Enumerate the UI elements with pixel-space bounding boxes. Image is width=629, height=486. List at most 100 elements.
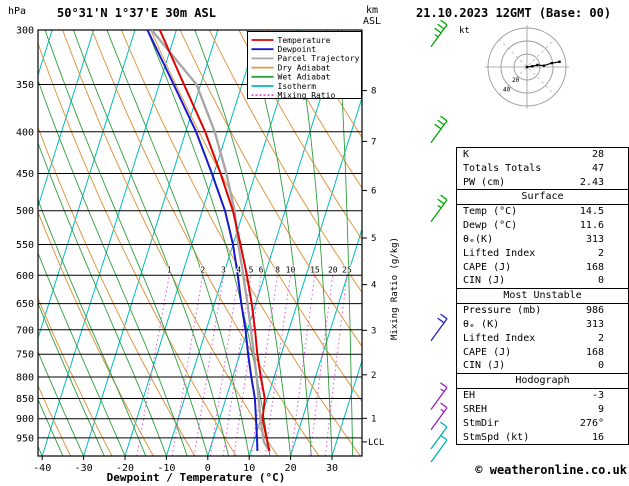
mixing-ratio-line [324, 275, 348, 456]
stat-label: StmSpd (kt) [463, 431, 530, 443]
pressure-tick-label: 900 [16, 414, 34, 425]
stat-row: Dewp (°C) 11.6 [457, 219, 628, 233]
stat-label: StmDir [463, 417, 500, 429]
stat-row: StmDir 276° [457, 417, 628, 431]
stat-row: Temp (°C) 14.5 [457, 205, 628, 219]
hodograph-trace-point [525, 65, 529, 69]
wind-barb-column [430, 19, 448, 463]
stat-value: 313 [585, 318, 604, 330]
stat-value: 986 [585, 305, 604, 317]
hodograph-trace-point [531, 65, 534, 68]
stat-label: SREH [463, 403, 488, 415]
indices-panel: K 28 Totals Totals 47 PW (cm) 2.43 Surface Temp… [456, 147, 629, 446]
stat-label: Temp (°C) [463, 206, 518, 218]
stat-label: CAPE (J) [463, 261, 512, 273]
stat-row: K 28 [457, 148, 628, 162]
mixing-ratio-line [309, 275, 334, 456]
stat-label: CIN (J) [463, 275, 506, 287]
km-tick-label: 5 [371, 234, 376, 244]
stat-label: Totals Totals [463, 162, 542, 174]
isotherm-line [331, 359, 362, 456]
mixing-ratio-value-label: 1 [167, 265, 172, 274]
legend-label: Mixing Ratio [278, 91, 336, 100]
km-tick-label: 8 [371, 87, 376, 97]
legend-box [247, 31, 362, 99]
mixing-ratio-value-label: 2 [200, 265, 205, 274]
stat-value: 16 [591, 431, 604, 443]
station-title: 50°31'N 1°37'E 30m ASL [57, 6, 216, 20]
stat-value: 276° [579, 417, 604, 429]
stat-value: 28 [591, 149, 604, 160]
stat-row: CAPE (J) 168 [457, 261, 628, 275]
wind-barb [430, 382, 448, 410]
lcl-label: LCL [368, 438, 384, 448]
hodograph-trace-point [536, 63, 539, 67]
stat-label: Lifted Index [463, 332, 536, 344]
mixing-ratio-value-label: 10 [286, 265, 296, 274]
profile-curves [146, 30, 271, 452]
hodograph-trace-point [550, 61, 553, 65]
stat-label: EH [463, 390, 476, 402]
stat-value: 0 [597, 360, 604, 372]
pressure-tick-label: 650 [16, 299, 34, 310]
isotherm-line [0, 30, 11, 456]
mixing-ratio-line [250, 275, 278, 456]
temp-tick-label: 30 [326, 463, 338, 474]
parcel-trajectory-curve [150, 30, 271, 452]
pressure-tick-label: 450 [16, 169, 34, 180]
stat-label: Pressure (mb) [463, 305, 542, 317]
stat-label: K [463, 149, 470, 160]
stat-value: 168 [585, 261, 604, 273]
temperature-curve [158, 30, 271, 452]
stat-row: Lifted Index 2 [457, 247, 628, 261]
hodograph-ring [513, 53, 541, 81]
stat-label: PW (cm) [463, 176, 506, 188]
pressure-tick-label: 800 [16, 373, 34, 384]
hodograph-ring-label: 40 [503, 86, 511, 93]
altitude-axis-unit-km: km [366, 5, 378, 16]
mixing-ratio-line [193, 275, 225, 456]
km-tick-label: 7 [371, 137, 376, 147]
stat-value: -3 [591, 390, 604, 402]
pressure-tick-label: 750 [16, 350, 34, 361]
isotherm-line [248, 96, 362, 456]
dry-adiabat-line [38, 384, 72, 456]
mixing-ratio-value-label: 5 [249, 265, 254, 274]
wind-barb [430, 421, 448, 450]
mixing-ratio-value-label: 15 [310, 265, 320, 274]
stat-value: 2 [597, 247, 604, 259]
wet-adiabat-line [38, 398, 64, 456]
pressure-tick-label: 850 [16, 394, 34, 405]
wind-barb [430, 19, 448, 48]
stat-label: CIN (J) [463, 360, 506, 372]
stat-row: CIN (J) 0 [457, 274, 628, 288]
legend-label: Dewpoint [278, 45, 317, 54]
dry-adiabat-line [238, 30, 362, 241]
mixing-ratio-line [233, 275, 262, 456]
stat-row: SREH 9 [457, 403, 628, 417]
wind-barb [430, 313, 448, 342]
isotherm-line [38, 30, 95, 209]
section-header: Hodograph [457, 373, 628, 390]
dry-adiabat-line [267, 30, 362, 189]
isotherm-line [207, 30, 343, 456]
mixing-ratio-value-label: 4 [236, 265, 241, 274]
hodograph-unit-label: kt [459, 26, 470, 36]
stat-label: θₑ (K) [463, 318, 500, 330]
temp-tick-label: 20 [285, 463, 297, 474]
pressure-axis-unit: hPa [8, 6, 26, 17]
stat-value: 47 [591, 162, 604, 174]
copyright: © weatheronline.co.uk [475, 463, 627, 477]
hodograph-trace-point [558, 60, 561, 63]
km-tick-label: 6 [371, 186, 376, 196]
mixing-ratio-value-label: 6 [259, 265, 264, 274]
pressure-tick-label: 600 [16, 271, 34, 282]
wind-barb [430, 115, 448, 144]
wind-barb [430, 434, 448, 463]
pressure-tick-label: 700 [16, 325, 34, 336]
stat-label: θₑ(K) [463, 233, 494, 245]
